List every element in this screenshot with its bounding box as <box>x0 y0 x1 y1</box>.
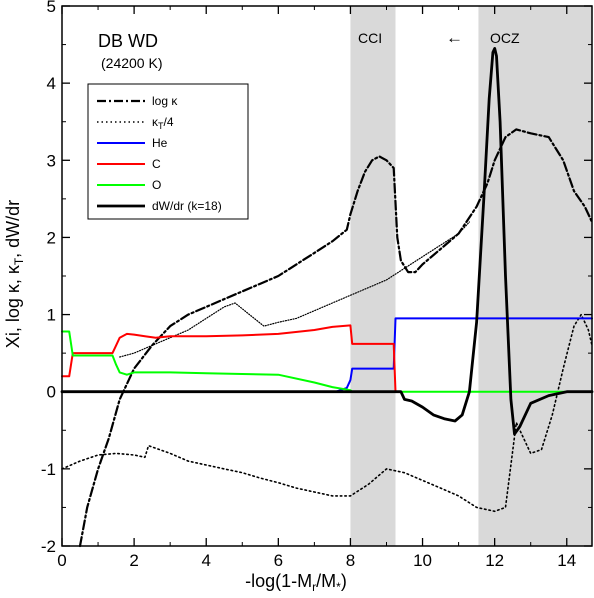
y-tick-label: -1 <box>41 460 56 479</box>
region-label-ocz: OCZ <box>490 30 520 46</box>
y-tick-label: 0 <box>47 383 56 402</box>
region-cci <box>350 6 396 546</box>
y-tick-label: 4 <box>47 74 56 93</box>
legend-label: dW/dr (k=18) <box>152 199 222 213</box>
y-tick-label: 2 <box>47 228 56 247</box>
x-tick-label: 12 <box>485 551 504 570</box>
y-tick-label: 1 <box>47 306 56 325</box>
x-tick-label: 6 <box>274 551 283 570</box>
legend-label: C <box>152 157 161 171</box>
x-tick-label: 4 <box>201 551 210 570</box>
x-tick-label: 0 <box>57 551 66 570</box>
chart-title: DB WD <box>98 31 158 51</box>
chart-subtitle: (24200 K) <box>101 55 162 71</box>
y-tick-label: -2 <box>41 537 56 556</box>
region-ocz <box>478 6 592 546</box>
legend-box <box>87 83 249 220</box>
series-line-t-4 <box>61 313 593 513</box>
series-line-log <box>78 128 594 548</box>
series-line-dw-dr-k-18 <box>60 47 594 436</box>
series-line-t-4-upper <box>119 221 470 358</box>
x-tick-label: 2 <box>129 551 138 570</box>
x-tick-label: 8 <box>346 551 355 570</box>
x-tick-label: 14 <box>557 551 576 570</box>
x-tick-label: 10 <box>413 551 432 570</box>
shaded-regions <box>350 6 592 546</box>
series-lines <box>60 47 594 548</box>
series-line-c <box>61 324 399 393</box>
region-label-cci: CCI <box>358 30 382 46</box>
ocz-arrow-icon: ← <box>446 28 463 47</box>
series-line-o <box>61 330 593 393</box>
y-axis-label: Xi, log κ, κT, dW/dr <box>3 200 26 348</box>
x-axis-label: -log(1-Mr/M*) <box>245 571 347 594</box>
legend-label: He <box>152 136 168 150</box>
y-tick-label: 5 <box>47 0 56 16</box>
legend-label: O <box>152 178 161 192</box>
legend-label: log κ <box>152 94 178 108</box>
y-tick-label: 3 <box>47 151 56 170</box>
legend-label: κT/4 <box>152 115 174 131</box>
